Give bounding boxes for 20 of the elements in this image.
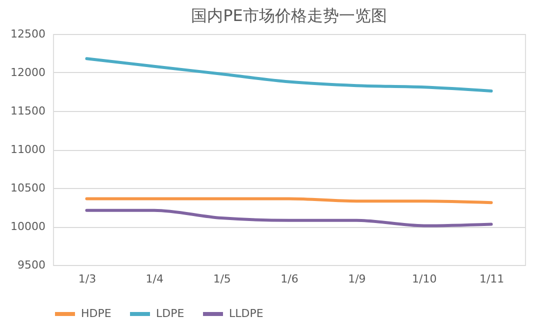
y-tick-label: 10000	[10, 220, 46, 233]
x-tick-label: 1/4	[146, 272, 164, 286]
y-tick-label: 12000	[10, 66, 46, 79]
line-series	[85, 208, 493, 228]
x-tick-label: 1/5	[213, 272, 231, 286]
y-tick-label: 11000	[10, 143, 46, 156]
line-series	[85, 57, 493, 92]
x-tick-label: 1/9	[348, 272, 366, 286]
legend-label: LDPE	[156, 307, 184, 320]
y-tick-label: 10500	[10, 182, 46, 194]
y-tick-label: 12500	[10, 28, 46, 40]
chart-title: 国内PE市场价格走势一览图	[191, 6, 387, 25]
x-tick-label: 1/3	[78, 272, 96, 286]
x-tick-label: 1/6	[280, 272, 298, 286]
y-tick-label: 11500	[10, 104, 46, 118]
legend-label: LLDPE	[229, 307, 264, 320]
legend-label: HDPE	[81, 307, 112, 320]
y-tick-label: 9500	[18, 258, 46, 272]
x-tick-label: 1/10	[412, 272, 437, 286]
x-tick-label: 1/11	[479, 272, 504, 286]
